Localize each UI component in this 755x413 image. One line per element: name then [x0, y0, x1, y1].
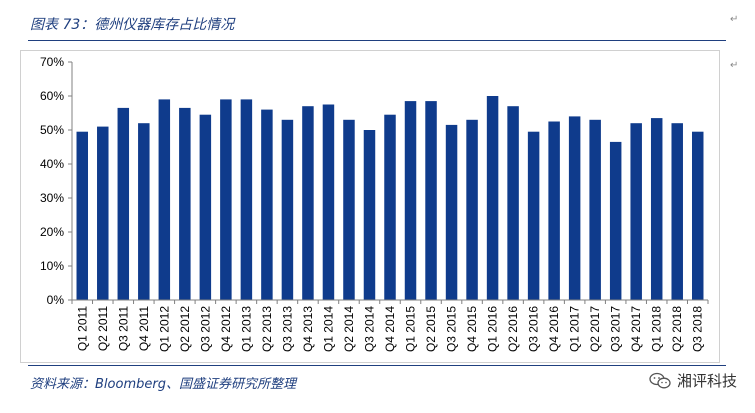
chart-title: 图表 73：德州仪器库存占比情况 — [30, 17, 235, 33]
x-tick-label: Q1 2015 — [404, 306, 418, 352]
watermark-text: 湘评科技 — [676, 372, 737, 390]
x-tick-label: Q2 2013 — [260, 306, 274, 352]
x-tick-label: Q1 2011 — [75, 306, 89, 351]
bar — [609, 141, 622, 300]
x-tick-label: Q1 2017 — [568, 306, 582, 352]
y-tick-label: 40% — [40, 157, 64, 171]
bar — [630, 123, 642, 300]
bar — [179, 107, 191, 301]
x-tick-label: Q2 2016 — [506, 306, 520, 352]
paragraph-mark: ↵ — [730, 60, 739, 71]
y-tick-label: 70% — [40, 55, 64, 69]
x-tick-label: Q1 2018 — [650, 306, 664, 352]
y-tick-label: 0% — [47, 293, 65, 307]
y-tick-label: 10% — [40, 259, 64, 273]
y-tick-label: 20% — [40, 225, 64, 239]
x-tick-label: Q4 2011 — [137, 306, 151, 351]
bar — [158, 99, 171, 301]
bar — [97, 126, 109, 300]
x-tick-label: Q4 2017 — [629, 306, 643, 352]
watermark: 湘评科技 — [649, 370, 737, 391]
x-tick-label: Q4 2014 — [383, 306, 397, 352]
x-tick-label: Q4 2013 — [301, 306, 315, 352]
bar — [76, 131, 89, 300]
x-tick-label: Q3 2013 — [280, 306, 294, 352]
x-tick-label: Q3 2016 — [527, 306, 541, 352]
x-tick-label: Q1 2013 — [239, 306, 253, 352]
bar — [384, 114, 396, 300]
bar — [507, 106, 519, 300]
bar — [486, 96, 499, 300]
x-tick-label: Q3 2011 — [116, 306, 130, 351]
bar — [322, 104, 335, 300]
paragraph-mark: ↵ — [730, 14, 739, 25]
bars — [76, 96, 704, 301]
bar — [445, 124, 458, 301]
x-tick-label: Q3 2015 — [445, 306, 459, 352]
source-divider — [28, 365, 726, 366]
x-tick-label: Q3 2017 — [609, 306, 623, 352]
bar — [138, 123, 150, 300]
bar — [363, 130, 376, 300]
title-divider — [28, 40, 726, 41]
x-tick-label: Q4 2016 — [547, 306, 561, 352]
x-tick-label: Q2 2015 — [424, 306, 438, 352]
y-tick-label: 50% — [40, 123, 64, 137]
x-tick-label: Q3 2014 — [362, 306, 376, 352]
x-axis: Q1 2011 Q2 2011 Q3 2011 Q4 2011 Q1 2012 Q2 20… — [71, 299, 709, 352]
bar — [302, 106, 314, 300]
wechat-icon — [649, 372, 671, 388]
x-tick-label: Q2 2017 — [588, 306, 602, 352]
y-axis: 0% 10% 20% 30% 40% 50% 60% 70% — [40, 55, 73, 307]
bar — [568, 116, 581, 301]
bar — [199, 114, 212, 300]
chart-frame — [20, 50, 720, 363]
bar — [425, 101, 437, 300]
x-tick-label: Q2 2014 — [342, 306, 356, 352]
x-tick-label: Q1 2012 — [157, 306, 171, 352]
x-tick-label: Q3 2018 — [691, 306, 705, 352]
bar — [466, 119, 478, 300]
x-tick-label: Q4 2012 — [219, 306, 233, 352]
bar — [589, 119, 601, 300]
source-note: 资料来源：Bloomberg、国盛证券研究所整理 — [30, 377, 296, 392]
bar — [691, 131, 704, 300]
bar — [527, 131, 540, 300]
bar — [343, 119, 355, 300]
y-tick-label: 30% — [40, 191, 64, 205]
bar — [650, 118, 663, 300]
bar — [404, 101, 417, 300]
bar — [548, 121, 560, 300]
x-tick-label: Q3 2012 — [198, 306, 212, 352]
x-tick-label: Q2 2011 — [96, 306, 110, 351]
x-tick-label: Q2 2018 — [670, 306, 684, 352]
bar — [220, 99, 232, 301]
x-tick-label: Q1 2014 — [321, 306, 335, 352]
bar — [281, 119, 294, 300]
bar — [117, 107, 130, 301]
x-tick-label: Q4 2015 — [465, 306, 479, 352]
bar — [240, 99, 253, 301]
x-tick-label: Q1 2016 — [486, 306, 500, 352]
x-tick-label: Q2 2012 — [178, 306, 192, 352]
bar — [671, 123, 683, 300]
bar — [261, 109, 273, 300]
y-tick-label: 60% — [40, 89, 64, 103]
